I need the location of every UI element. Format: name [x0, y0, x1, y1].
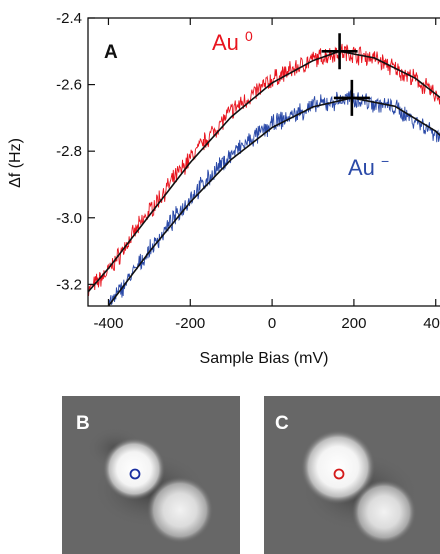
- blob-lower-c: [352, 480, 416, 544]
- panel-c-label: C: [275, 413, 289, 434]
- y-axis-ticks: -2.4 -2.6 -2.8 -3.0 -3.2: [56, 10, 95, 293]
- y-tick-label: -2.6: [56, 77, 82, 94]
- y-tick-label: -2.8: [56, 143, 82, 160]
- panel-a-chart: -2.4 -2.6 -2.8 -3.0 -3.2 -400 -200 0 200 400 A A…: [7, 10, 440, 367]
- fit-layer: [88, 50, 440, 306]
- x-tick-label: -200: [175, 315, 205, 332]
- series-label-au-minus-text: Au: [348, 155, 375, 180]
- blob-upper-c: [301, 430, 375, 504]
- series-layer: [88, 43, 440, 306]
- marker-layer: [321, 33, 370, 116]
- maximum-marker-0: [321, 33, 358, 70]
- y-tick-label: -3.2: [56, 276, 82, 293]
- series-label-au0: Au 0: [212, 28, 253, 55]
- panel-c-image: C: [264, 396, 440, 554]
- y-tick-label: -3.0: [56, 210, 82, 227]
- series-label-au0-text: Au: [212, 30, 239, 55]
- plot-frame: [87, 17, 440, 307]
- x-tick-label: 0: [268, 315, 276, 332]
- x-tick-label: 200: [341, 315, 366, 332]
- x-tick-label: -400: [93, 315, 123, 332]
- y-tick-label: -2.4: [56, 10, 82, 27]
- x-axis-title: Sample Bias (mV): [200, 350, 329, 367]
- x-tick-label: 400: [423, 315, 440, 332]
- fit-curve-0: [88, 50, 440, 293]
- series-label-au-minus: Au −: [348, 153, 389, 180]
- fit-curve-1: [107, 97, 440, 306]
- x-axis-ticks: -400 -200 0 200 400: [93, 18, 440, 332]
- y-axis-title: Δf (Hz): [7, 138, 24, 188]
- series-label-au-minus-sup: −: [381, 153, 389, 169]
- panel-b-label: B: [76, 413, 90, 434]
- series-label-au0-sup: 0: [245, 28, 253, 44]
- tip-position-marker-red: [333, 468, 345, 480]
- series-trace-1: [108, 89, 440, 306]
- panel-b-image: B: [62, 396, 240, 554]
- tip-position-marker-blue: [129, 468, 141, 480]
- series-trace-0: [88, 43, 440, 297]
- plot-area: [88, 33, 440, 306]
- maximum-marker-1: [333, 79, 370, 116]
- blob-lower-b: [147, 477, 213, 543]
- panel-a-label: A: [104, 42, 118, 63]
